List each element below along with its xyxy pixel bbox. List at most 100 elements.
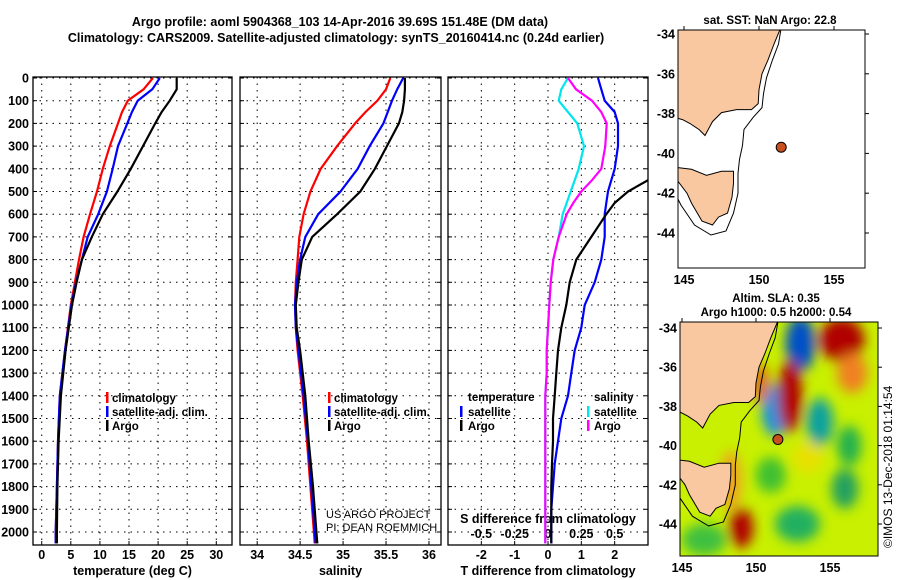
map-content	[680, 322, 868, 556]
pi-credit: PI: DEAN ROEMMICH	[326, 522, 437, 534]
legend-argo: Argo	[334, 421, 361, 433]
x-axis-label: T difference from climatology	[460, 564, 635, 578]
x2-tick-label: 0	[545, 527, 552, 541]
lat-tick-label: -44	[657, 227, 675, 241]
depth-tick-label: 2000	[1, 526, 29, 540]
sla-anomaly-patch	[837, 425, 862, 466]
sla-map: -34 -36 -38 -40 -42 -44 145 150 155	[659, 318, 882, 575]
project-credit: US ARGO PROJECT	[326, 509, 431, 521]
legend-satellite: satellite-adj. clim.	[112, 407, 208, 419]
lat-tick-label: -36	[657, 67, 675, 81]
series-line-temperature-satellite	[550, 77, 620, 544]
legend-marker-climatology	[328, 392, 331, 403]
lat-tick-label: -40	[657, 147, 675, 161]
x-tick-label: 35.5	[374, 548, 398, 562]
depth-tick-label: 200	[8, 117, 29, 131]
depth-tick-label: 800	[8, 253, 29, 267]
x-tick-label: 20	[151, 548, 165, 562]
sla-anomaly-patch	[831, 468, 859, 509]
bathymetry-contour	[680, 322, 779, 527]
legend-argo: Argo	[112, 421, 139, 433]
panel-temperature: 0 5 10 15 20 25 30 temperature (deg C)	[32, 76, 233, 578]
lon-tick-label: 155	[820, 561, 841, 575]
sla-anomaly-patch	[792, 441, 823, 474]
map-frame	[677, 29, 866, 269]
sla-anomaly-patch	[729, 507, 754, 548]
x-tick-label: 30	[209, 548, 223, 562]
x-tick-label: 34	[250, 548, 264, 562]
x2-tick-label: 0.25	[569, 527, 593, 541]
salinity-legend: climatology satellite-adj. clim. Argo	[328, 392, 430, 433]
legend-marker-climatology	[106, 392, 109, 403]
x-tick-label: 25	[180, 548, 194, 562]
depth-tick-label: 900	[8, 276, 29, 290]
x-axis-label: temperature (deg C)	[73, 564, 192, 578]
title-line1: Argo profile: aoml 5904368_103 14-Apr-20…	[132, 15, 548, 29]
sla-anomaly-patch	[774, 506, 820, 542]
legend-marker-s-argo	[587, 420, 590, 431]
lat-tick-label: -38	[657, 107, 675, 121]
tasmania	[680, 459, 732, 517]
panel-salinity: 34 34.5 35 35.5 36 salinity	[239, 76, 442, 578]
argo-position-marker	[775, 141, 787, 153]
sla-anomaly-patch	[819, 322, 865, 362]
temperature-legend: climatology satellite-adj. clim. Argo	[106, 392, 208, 433]
plot-frame	[239, 76, 442, 546]
depth-tick-label: 400	[8, 162, 29, 176]
lon-tick-label: 145	[674, 273, 695, 287]
lon-tick-label: 150	[746, 561, 767, 575]
legend-satellite: satellite-adj. clim.	[334, 407, 430, 419]
x-tick-label: -2	[476, 548, 487, 562]
series-line-temperature-argo	[550, 179, 648, 544]
x-axis-label: salinity	[319, 564, 362, 578]
imos-stamp: ©IMOS 13-Dec-2018 01:14:54	[881, 385, 895, 548]
lat-tick-label: -34	[657, 28, 675, 42]
x-tick-label: 0	[545, 548, 552, 562]
sla-anomaly-patch	[806, 398, 834, 447]
depth-tick-label: 1300	[1, 367, 29, 381]
depth-tick-label: 1800	[1, 480, 29, 494]
legend-title-salinity: salinity	[594, 392, 634, 404]
lat-tick-label: -42	[659, 478, 677, 492]
depth-tick-label: 1400	[1, 389, 29, 403]
lon-tick-label: 150	[749, 273, 770, 287]
mainland-australia	[680, 322, 778, 429]
x2-tick-label: 0.5	[606, 527, 623, 541]
depth-tick-label: 300	[8, 140, 29, 154]
legend-marker-s-satellite	[587, 406, 590, 417]
depth-tick-label: 1700	[1, 457, 29, 471]
sla-anomaly-patch	[681, 523, 727, 556]
legend-marker-t-satellite	[460, 406, 463, 417]
plot-frame	[32, 76, 233, 546]
depth-tick-label: 1600	[1, 435, 29, 449]
lat-tick-label: -36	[659, 361, 677, 375]
legend-t-argo: Argo	[468, 421, 495, 433]
x-tick-label: 15	[122, 548, 136, 562]
x-tick-label: 0	[38, 548, 45, 562]
sst-map-title: sat. SST: NaN Argo: 22.8	[703, 15, 837, 27]
x2-axis-label: S difference from climatology	[460, 512, 636, 526]
argo-position-marker	[772, 434, 784, 446]
x-tick-label: 36	[422, 548, 436, 562]
map-frame	[679, 321, 879, 557]
legend-climatology: climatology	[112, 393, 177, 405]
x-tick-label: 1	[578, 548, 585, 562]
sla-anomaly-patch	[755, 457, 786, 493]
series-line-salinity-argo	[544, 77, 608, 544]
depth-tick-label: 0	[22, 72, 29, 86]
legend-marker-satellite	[106, 406, 109, 417]
depth-tick-label: 600	[8, 208, 29, 222]
legend-marker-t-argo	[460, 420, 463, 431]
depth-tick-label: 700	[8, 230, 29, 244]
x-tick-label: -1	[509, 548, 520, 562]
title-line2: Climatology: CARS2009. Satellite-adjuste…	[68, 31, 604, 45]
lat-tick-label: -40	[659, 439, 677, 453]
difference-legend-salinity: salinity satellite Argo	[587, 392, 637, 433]
sla-map-title1: Altim. SLA: 0.35	[732, 293, 820, 305]
difference-legend-temperature: temperature satellite Argo	[460, 392, 534, 433]
bathymetry-contour	[678, 30, 782, 236]
legend-s-satellite: satellite	[594, 407, 637, 419]
